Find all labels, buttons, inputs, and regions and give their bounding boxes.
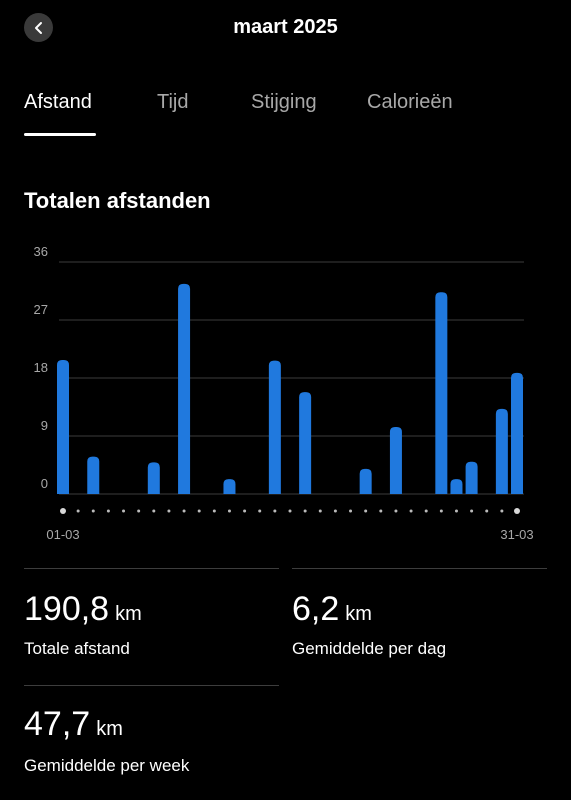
divider [24,685,279,686]
x-axis-dot [409,509,413,513]
x-axis-dot [485,509,489,513]
x-axis-dot [303,509,307,513]
y-tick-label: 18 [34,360,48,375]
x-axis-dot [349,509,353,513]
bar-day-9[interactable] [178,283,191,494]
tab-tijd[interactable]: Tijd [157,91,189,113]
tab-stijging[interactable]: Stijging [251,91,317,113]
x-axis-dot [152,509,156,513]
x-axis-dot [197,509,201,513]
bar-day-7[interactable] [147,462,160,494]
divider [292,568,547,569]
avg-week-value: 47,7 km [24,705,123,744]
x-axis-dot [379,509,383,513]
bar-day-3[interactable] [87,456,100,494]
x-axis-dot [273,509,277,513]
total-distance-number: 190,8 [24,590,110,628]
y-tick-label: 9 [41,418,48,433]
active-tab-indicator [24,133,96,136]
x-axis-dot [182,509,186,513]
tab-bar: Afstand Tijd Stijging Calorieën [0,88,571,138]
x-axis-dot [60,508,66,514]
y-tick-label: 36 [34,245,48,259]
page-title: maart 2025 [233,16,338,38]
x-axis-dot [364,509,368,513]
x-axis-dot [212,509,216,513]
avg-day-value: 6,2 km [292,590,372,629]
bar-day-15[interactable] [268,360,281,494]
x-axis-dot [394,509,398,513]
x-axis-dot [454,509,458,513]
x-axis-dot [470,509,474,513]
avg-day-label: Gemiddelde per dag [292,639,447,658]
bar-day-27[interactable] [450,479,463,494]
header: maart 2025 [0,0,571,56]
y-tick-label: 27 [34,302,48,317]
chevron-left-icon [32,21,46,35]
tab-afstand[interactable]: Afstand [24,91,92,113]
x-axis-dot [424,509,428,513]
x-axis-dot [439,509,443,513]
bar-day-31[interactable] [511,372,523,494]
section-title: Totalen afstanden [24,188,211,213]
x-axis-dot [91,509,95,513]
total-distance-unit: km [115,603,142,625]
avg-day-unit: km [345,603,372,625]
x-axis-dot [243,509,247,513]
avg-week-label: Gemiddelde per week [24,756,190,775]
y-tick-label: 0 [41,476,48,491]
x-axis-dot [288,509,292,513]
back-button[interactable] [24,13,53,42]
tab-calorieen[interactable]: Calorieën [367,91,453,113]
x-axis-dot [333,509,337,513]
avg-week-number: 47,7 [24,705,91,743]
avg-day-number: 6,2 [292,590,340,628]
x-end-label: 31-03 [500,527,533,542]
bar-day-30[interactable] [495,408,508,494]
bar-day-1[interactable] [57,359,69,494]
bar-day-12[interactable] [223,479,236,494]
x-axis-dot [137,509,141,513]
total-distance-value: 190,8 km [24,590,142,629]
x-axis-dot [76,509,80,513]
x-axis-dot [514,508,520,514]
x-axis-dot [258,509,262,513]
divider [24,568,279,569]
x-start-label: 01-03 [46,527,79,542]
x-axis-dot [167,509,171,513]
x-axis-dot [227,509,231,513]
x-axis-dot [122,509,126,513]
total-distance-label: Totale afstand [24,639,130,658]
bar-day-28[interactable] [465,461,478,494]
x-axis-dot [318,509,322,513]
bar-day-26[interactable] [435,292,448,494]
avg-week-unit: km [96,718,123,740]
bar-day-21[interactable] [359,468,372,494]
distance-bar-chart: 0 9 18 27 36 01-03 31-03 [34,245,534,542]
bar-day-23[interactable] [389,426,402,494]
x-axis-dot [106,509,110,513]
x-axis-dot [500,509,504,513]
bar-day-17[interactable] [299,392,312,494]
